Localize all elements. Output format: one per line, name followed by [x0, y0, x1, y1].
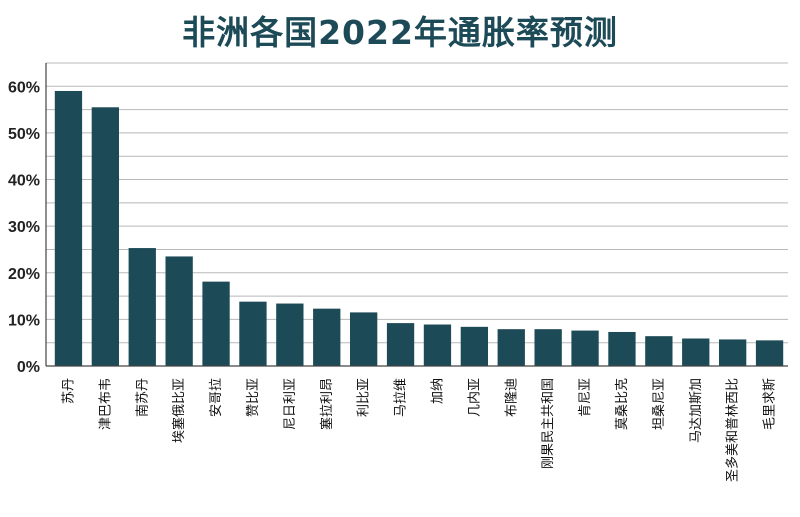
y-tick-label: 40%	[8, 173, 40, 190]
x-tick-label: 塞拉利昂	[319, 378, 335, 430]
bar	[755, 340, 784, 366]
x-tick-label: 埃塞俄比亚	[171, 378, 187, 443]
x-tick-label: 利比亚	[357, 378, 372, 417]
bar	[497, 329, 525, 366]
bar	[165, 256, 193, 366]
bar	[239, 301, 267, 366]
x-tick-label: 赞比亚	[246, 378, 261, 417]
bar	[276, 303, 304, 366]
x-tick-label: 莫桑比克	[615, 378, 630, 430]
x-tick-label: 马拉维	[394, 378, 409, 417]
x-tick-label: 马达加斯加	[689, 378, 704, 443]
x-tick-label: 尼日利亚	[283, 378, 298, 430]
bar	[91, 107, 120, 367]
x-tick-label: 加纳	[430, 378, 445, 404]
x-tick-label: 苏丹	[60, 378, 76, 404]
x-tick-label: 坦桑尼亚	[652, 378, 667, 430]
x-tick-label: 安哥拉	[209, 378, 224, 417]
chart-title: 非洲各国2022年通胀率预测	[182, 13, 618, 52]
x-tick-label: 肯尼亚	[578, 378, 593, 417]
bar	[645, 336, 673, 366]
bar	[571, 330, 599, 366]
x-tick-label: 刚果民主共和国	[541, 378, 556, 469]
bar	[386, 323, 415, 366]
bar	[608, 331, 636, 366]
x-tick-label: 几内亚	[466, 378, 482, 417]
bar	[54, 90, 83, 366]
y-tick-label: 60%	[8, 79, 40, 96]
x-tick-label: 布隆迪	[504, 378, 519, 417]
bar	[423, 324, 452, 366]
bar	[534, 329, 562, 366]
y-tick-label: 20%	[8, 266, 40, 283]
bar	[460, 326, 489, 366]
y-tick-label: 50%	[8, 126, 40, 143]
y-tick-label: 30%	[8, 219, 40, 236]
x-tick-label: 毛里求斯	[763, 378, 778, 430]
bars	[54, 90, 784, 367]
x-tick-label: 南苏丹	[134, 378, 150, 417]
bar	[682, 338, 710, 366]
axes	[45, 63, 788, 367]
gridlines	[46, 62, 788, 344]
y-tick-label: 10%	[8, 312, 40, 329]
bar	[349, 312, 378, 366]
bar	[128, 248, 156, 366]
labels: 0% 10% 20% 30% 40% 50% 60% 苏丹 津巴布韦 南苏丹 埃塞俄比亚 安哥拉 赞比亚…	[8, 79, 778, 482]
y-tick-label: 0%	[17, 359, 40, 376]
bar	[313, 308, 341, 366]
x-tick-label: 津巴布韦	[98, 378, 113, 430]
bar	[202, 281, 230, 366]
x-tick-label: 圣多美和普林西比	[725, 378, 741, 482]
bar	[718, 339, 747, 366]
